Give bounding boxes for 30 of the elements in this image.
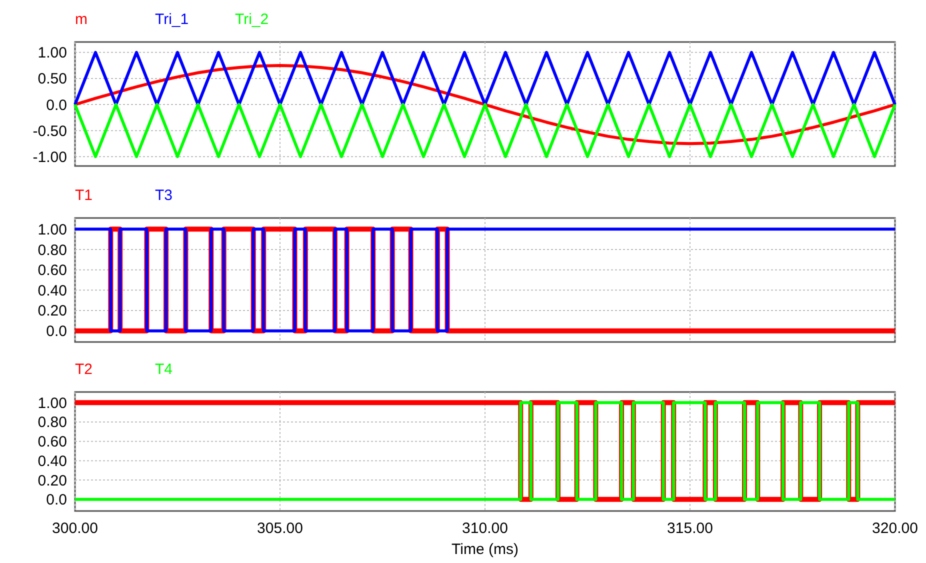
y-tick-label: 1.00 <box>38 221 67 238</box>
text: m <box>75 11 88 28</box>
series-label: Tri_1 <box>155 11 189 28</box>
text: Tri_2 <box>235 11 269 28</box>
y-tick-label: 0.80 <box>38 414 67 432</box>
text: T4 <box>155 361 173 378</box>
series-label: T2 <box>75 361 93 378</box>
y-tick-label: 1.00 <box>38 394 67 412</box>
x-tick-label: 320.00 <box>872 520 918 537</box>
text: T1 <box>75 187 93 204</box>
x-tick-label: 305.00 <box>257 520 303 537</box>
y-tick-label: 0.20 <box>38 472 67 490</box>
y-tick-label: 0.50 <box>38 70 67 88</box>
x-tick-label: 315.00 <box>667 520 713 537</box>
y-tick-label: 0.0 <box>46 323 67 340</box>
y-tick-label: 0.20 <box>38 302 67 320</box>
y-tick-label: 0.80 <box>38 242 67 259</box>
y-tick-label: 0.0 <box>46 96 67 114</box>
series-label: T3 <box>155 187 173 204</box>
x-tick-label: 300.00 <box>52 520 98 537</box>
x-axis-title: Time (ms) <box>452 541 518 558</box>
y-tick-label: -1.00 <box>32 148 67 166</box>
x-tick-label: 310.00 <box>462 520 508 537</box>
y-tick-label: 1.00 <box>38 44 67 62</box>
y-tick-label: 0.60 <box>38 262 67 280</box>
y-tick-label: -0.50 <box>32 122 67 140</box>
y-tick-label: 0.40 <box>38 282 67 300</box>
y-tick-label: 0.60 <box>38 434 67 451</box>
y-tick-label: 0.40 <box>38 452 67 470</box>
y-tick-label: 0.0 <box>46 492 67 509</box>
